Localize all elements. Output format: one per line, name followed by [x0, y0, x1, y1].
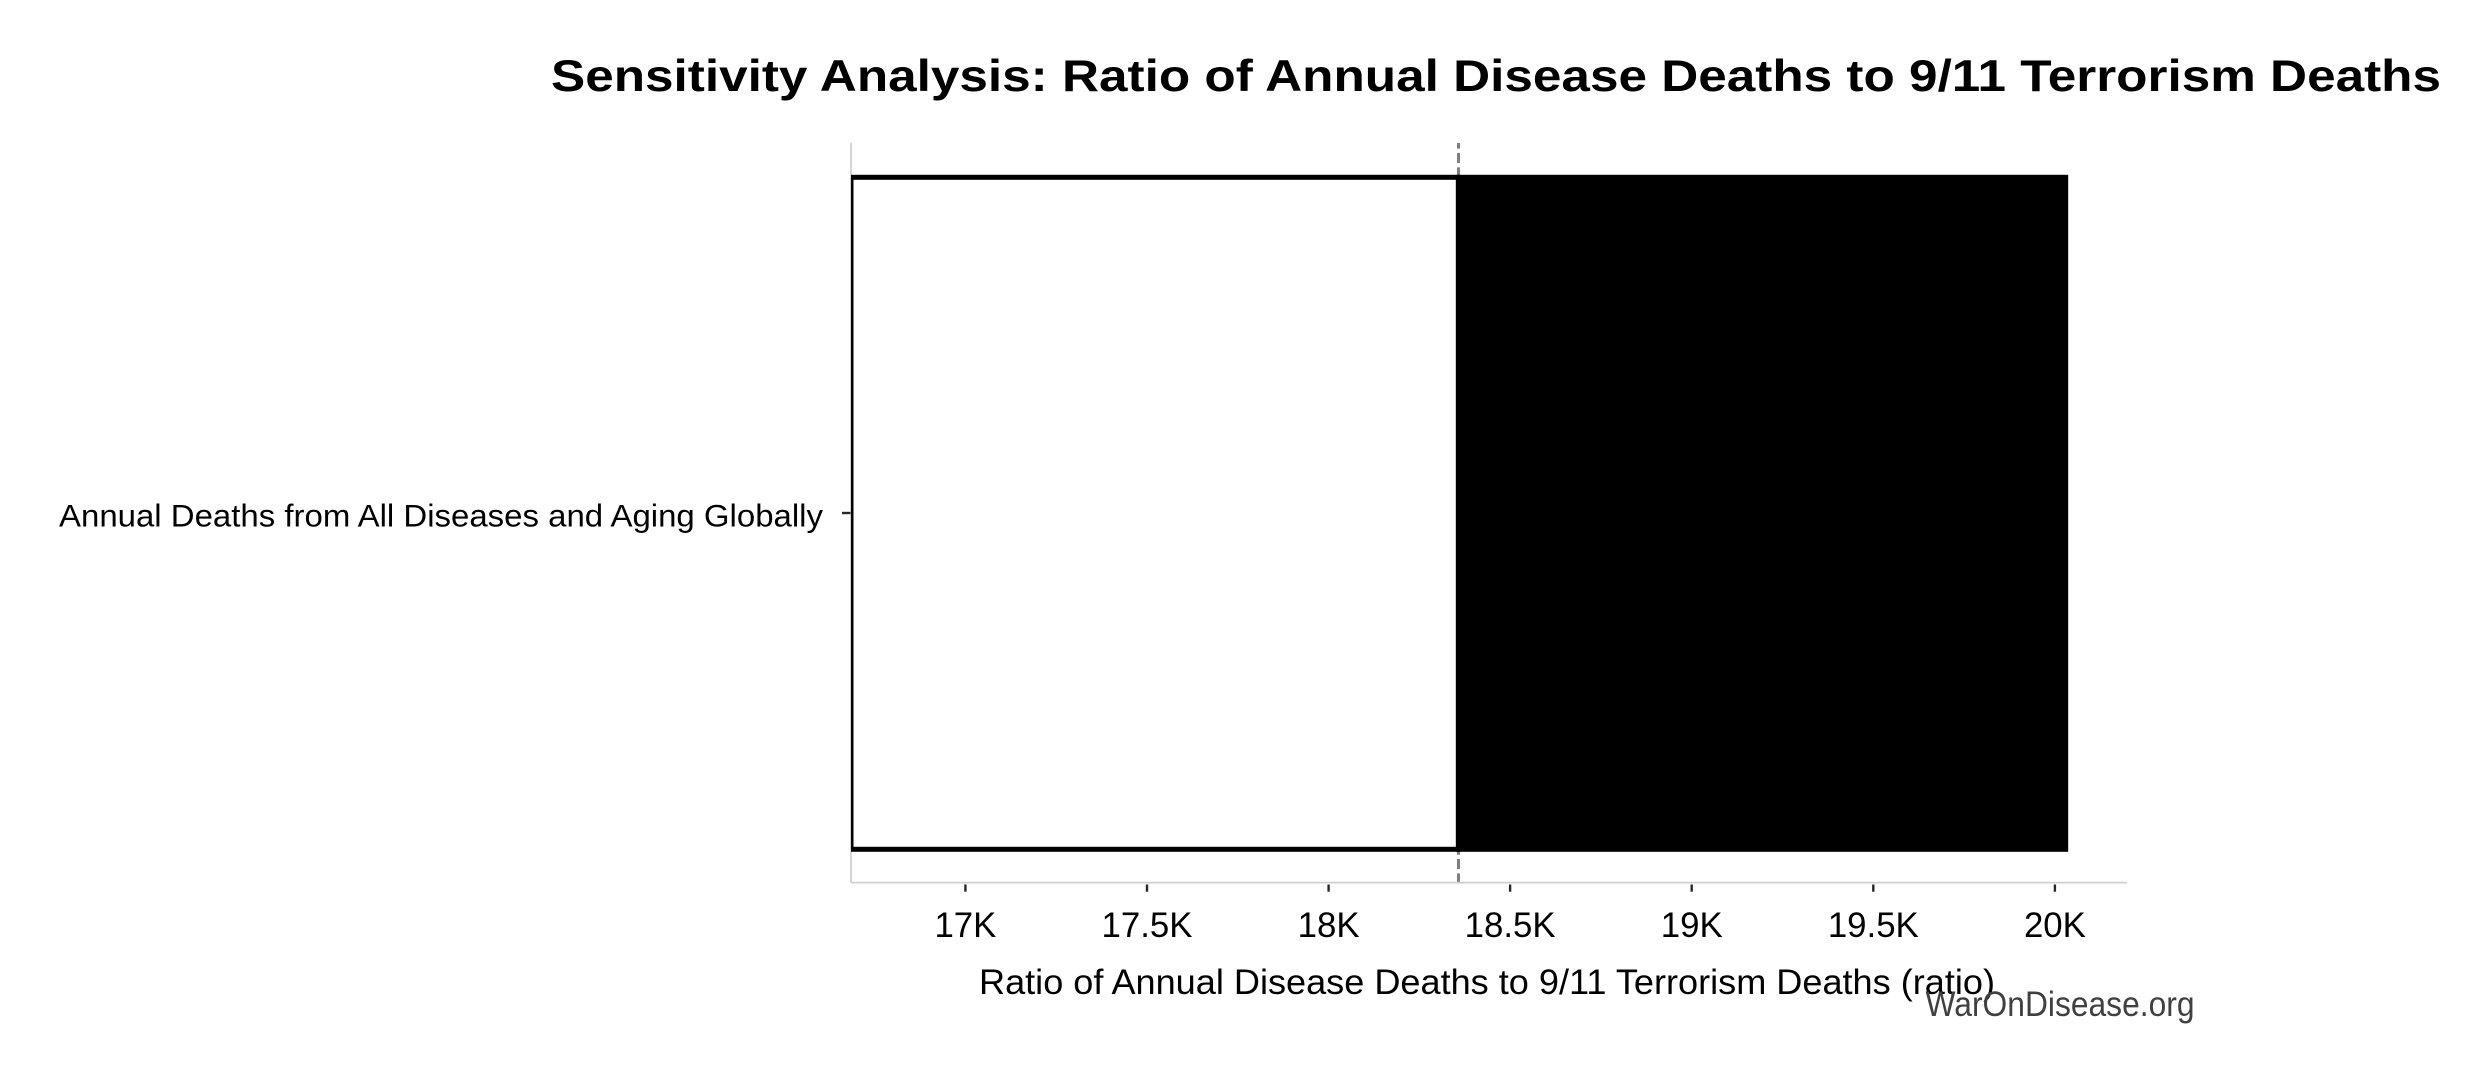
svg-text:18.5K: 18.5K — [1465, 906, 1556, 945]
svg-text:WarOnDisease.org: WarOnDisease.org — [1926, 984, 2195, 1024]
svg-text:Ratio of Annual Disease Deaths: Ratio of Annual Disease Deaths to 9/11 T… — [979, 962, 1995, 1002]
svg-text:Sensitivity Analysis: Ratio of: Sensitivity Analysis: Ratio of Annual Di… — [551, 52, 2441, 101]
svg-text:20K: 20K — [2024, 906, 2086, 945]
svg-text:17K: 17K — [934, 906, 996, 945]
svg-text:17.5K: 17.5K — [1102, 906, 1193, 945]
svg-text:19K: 19K — [1661, 906, 1723, 945]
svg-text:Annual Deaths from All Disease: Annual Deaths from All Diseases and Agin… — [59, 497, 823, 533]
svg-text:18K: 18K — [1298, 906, 1360, 945]
svg-text:19.5K: 19.5K — [1828, 906, 1919, 945]
